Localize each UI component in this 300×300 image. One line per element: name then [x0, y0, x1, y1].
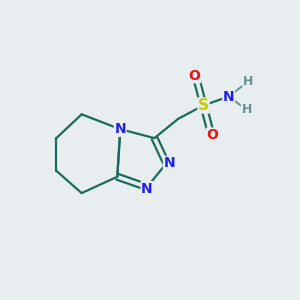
Text: N: N — [115, 122, 126, 136]
Text: O: O — [206, 128, 218, 142]
Text: H: H — [242, 103, 252, 116]
Text: S: S — [198, 98, 209, 113]
Text: N: N — [164, 156, 175, 170]
Text: N: N — [223, 89, 235, 103]
Text: O: O — [189, 69, 200, 83]
Text: H: H — [243, 75, 253, 88]
Text: N: N — [141, 182, 153, 196]
